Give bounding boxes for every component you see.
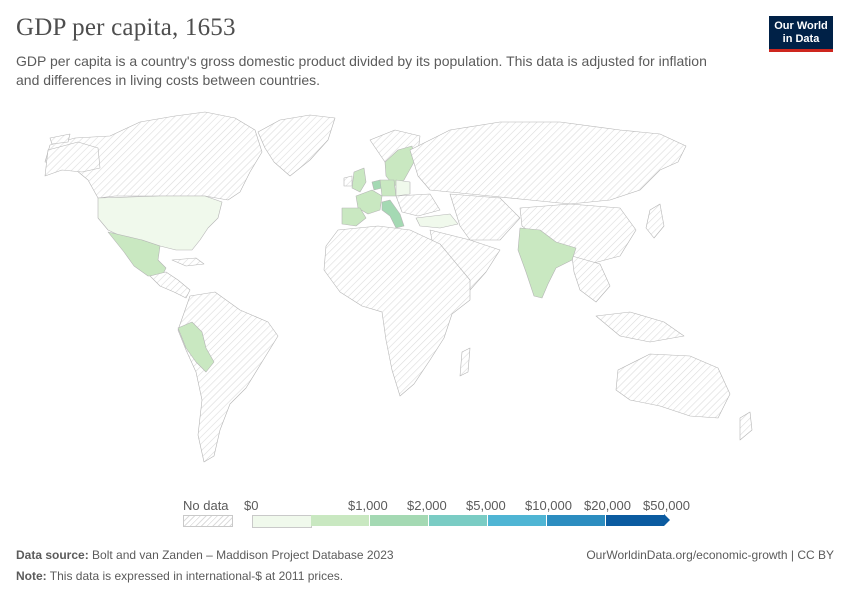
footer-source-text[interactable]: Bolt and van Zanden – Maddison Project D…: [92, 548, 394, 562]
legend-bin-label-6: $50,000: [643, 498, 690, 513]
region-ireland[interactable]: [343, 175, 353, 187]
legend-bin-label-1: $1,000: [348, 498, 388, 513]
logo-line-2: in Data: [782, 33, 820, 45]
footer-link[interactable]: OurWorldinData.org/economic-growth | CC …: [586, 548, 834, 562]
footer-note-text: This data is expressed in international-…: [49, 569, 344, 583]
region-united-kingdom[interactable]: [351, 167, 367, 193]
legend-bin-label-5: $20,000: [584, 498, 631, 513]
region-alaska[interactable]: [44, 141, 101, 177]
legend-bin-3[interactable]: [429, 515, 488, 526]
legend: No data $0 $1,000 $2,000 $5,000 $10,000 $20,0…: [0, 495, 850, 535]
region-africa[interactable]: [323, 225, 471, 397]
legend-bin-label-0: $0: [244, 498, 259, 513]
region-eastern-europe[interactable]: [395, 193, 441, 217]
region-russia[interactable]: [409, 121, 687, 205]
legend-bin-0[interactable]: [252, 515, 312, 528]
footer-note-label: Note:: [16, 569, 47, 583]
chart-title: GDP per capita, 1653: [16, 14, 236, 41]
logo-line-1: Our World: [774, 20, 828, 32]
legend-bin-6[interactable]: [606, 515, 665, 526]
footer-source: Data source: Bolt and van Zanden – Maddi…: [16, 548, 394, 562]
legend-bin-label-3: $5,000: [466, 498, 506, 513]
region-canada[interactable]: [44, 111, 263, 201]
region-peru[interactable]: [177, 321, 215, 373]
region-madagascar[interactable]: [459, 347, 471, 377]
region-new-zealand[interactable]: [739, 411, 753, 441]
region-cuba[interactable]: [171, 257, 205, 267]
chart-subtitle: GDP per capita is a country's gross dome…: [16, 53, 707, 88]
world-map[interactable]: [0, 100, 850, 490]
region-italy[interactable]: [381, 199, 405, 229]
region-alaska-island[interactable]: [49, 133, 71, 145]
region-australia[interactable]: [615, 353, 731, 419]
legend-bin-1[interactable]: [311, 515, 370, 526]
footer-note: Note: This data is expressed in internat…: [16, 569, 343, 583]
legend-arrow-icon: [664, 514, 670, 526]
legend-bin-4[interactable]: [488, 515, 547, 526]
legend-no-data-label: No data: [183, 498, 229, 513]
legend-bin-label-2: $2,000: [407, 498, 447, 513]
region-germany[interactable]: [379, 179, 397, 197]
legend-bin-5[interactable]: [547, 515, 606, 526]
region-spain[interactable]: [341, 207, 367, 227]
region-southeast-asia[interactable]: [571, 255, 611, 303]
owid-logo[interactable]: Our World in Data: [769, 16, 833, 52]
legend-no-data-swatch[interactable]: [183, 515, 233, 527]
legend-bin-label-4: $10,000: [525, 498, 572, 513]
region-indonesia[interactable]: [595, 311, 685, 343]
footer-source-label: Data source:: [16, 548, 89, 562]
region-central-asia[interactable]: [449, 193, 521, 241]
region-south-america[interactable]: [177, 291, 279, 463]
region-poland[interactable]: [395, 179, 411, 197]
region-india[interactable]: [517, 227, 577, 299]
region-greenland[interactable]: [257, 114, 336, 177]
region-turkey[interactable]: [415, 213, 459, 229]
region-united-states[interactable]: [97, 195, 223, 251]
region-central-america[interactable]: [149, 271, 191, 299]
legend-bin-2[interactable]: [370, 515, 429, 526]
region-japan[interactable]: [645, 203, 665, 239]
region-sweden[interactable]: [384, 145, 415, 187]
